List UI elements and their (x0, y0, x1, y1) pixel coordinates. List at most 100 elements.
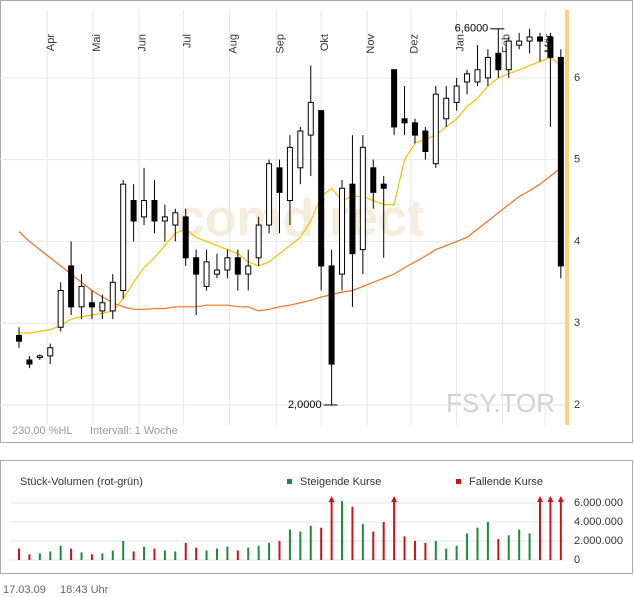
volume-bar (539, 501, 541, 560)
current-marker (565, 10, 569, 425)
overflow-arrow (328, 496, 335, 502)
candle-body (349, 183, 356, 255)
candle-body (297, 130, 304, 169)
candle-body (537, 36, 543, 42)
volume-bar (559, 501, 562, 560)
candle-body (151, 200, 158, 222)
volume-bar (382, 521, 385, 560)
volume-bar (268, 542, 271, 560)
volume-bar (28, 554, 31, 560)
legend-label: Steigende Kurse (300, 476, 381, 488)
x-tick-label: Apr (45, 34, 57, 51)
interval-label: Intervall: 1 Woche (90, 425, 178, 437)
volume-bar (434, 540, 437, 560)
y-tick-label: 2 (574, 399, 580, 411)
volume-bar (122, 540, 125, 560)
candle-body (453, 85, 460, 103)
candle-body (161, 216, 168, 222)
volume-bar (497, 539, 500, 560)
candle-body (109, 281, 116, 312)
candle-body (99, 302, 106, 312)
volume-bar (18, 548, 20, 560)
moving-average (19, 56, 562, 334)
candle-body (193, 257, 200, 275)
volume-bar (299, 531, 302, 560)
x-tick-label: Jun (137, 34, 149, 52)
candle-body (339, 187, 346, 275)
x-tick-label: Dez (409, 34, 421, 54)
y-tick-label: 4.000.000 (574, 516, 623, 528)
candle-body (443, 97, 450, 120)
candle-body (411, 122, 418, 136)
volume-bar (195, 547, 198, 560)
volume-bar (351, 506, 354, 560)
candle-body (474, 69, 481, 83)
price-panel (0, 0, 633, 443)
volume-bar (528, 533, 531, 560)
volume-bar (226, 546, 229, 560)
moving-average (18, 167, 562, 312)
x-tick-label: Sep (274, 34, 286, 54)
candle-body (68, 265, 75, 308)
volume-bar (518, 529, 521, 560)
overflow-arrow (557, 496, 564, 502)
candle-body (557, 56, 564, 267)
candle-body (182, 216, 189, 259)
volume-bar (341, 501, 344, 560)
candle-body (286, 146, 293, 202)
volume-bar (111, 550, 114, 560)
candle-body (57, 289, 64, 328)
x-tick-label: Mai (91, 34, 103, 52)
candle-body (130, 200, 137, 222)
candle-body (172, 212, 179, 226)
volume-bar (236, 550, 239, 560)
volume-bar (372, 531, 375, 560)
volume-bar (445, 548, 448, 560)
candle-body (432, 93, 439, 165)
volume-bar (320, 527, 323, 560)
legend-swatch (287, 479, 292, 484)
volume-bar (70, 548, 73, 560)
candle-body (16, 334, 22, 342)
volume-bar (549, 501, 552, 560)
candle-body (276, 167, 283, 193)
x-tick-label: Okt (319, 34, 331, 51)
volume-bar (174, 551, 177, 560)
candle-body (401, 118, 408, 124)
volume-title: Stück-Volumen (rot-grün) (20, 476, 143, 488)
symbol: FSY.TOR (446, 388, 555, 418)
candle-body (380, 183, 387, 189)
candle-body (318, 110, 325, 267)
y-tick-label: 2.000.000 (574, 535, 623, 547)
volume-bar (153, 548, 156, 560)
candle-body (234, 257, 241, 275)
volume-bar (393, 501, 396, 560)
candle-body (526, 36, 533, 42)
candle-body (26, 359, 33, 365)
volume-bar (424, 542, 427, 560)
candle-body (464, 73, 471, 83)
volume-bar (163, 550, 166, 560)
x-tick-label: Jan (455, 34, 467, 52)
candle-body (245, 265, 252, 275)
watermark: comdirect (176, 190, 425, 248)
volume-bar (309, 525, 312, 560)
volume-bar (476, 527, 479, 560)
candle-body (495, 52, 502, 71)
y-tick-label: 3 (574, 317, 580, 329)
candle-body (224, 257, 231, 271)
candle-body (422, 130, 429, 152)
candle-body (203, 261, 210, 287)
legend-label: Fallende Kurse (469, 476, 543, 488)
candle-body (36, 355, 43, 359)
candle-body (359, 146, 366, 251)
x-tick-label: Nov (365, 34, 377, 54)
range-label: 230,00 %HL (12, 425, 73, 437)
volume-bar (361, 523, 364, 560)
volume-bar (247, 547, 250, 560)
overflow-arrow (391, 496, 398, 502)
overflow-arrow (547, 496, 554, 502)
x-tick-label: Jul (182, 34, 194, 48)
candle-body (328, 265, 335, 365)
